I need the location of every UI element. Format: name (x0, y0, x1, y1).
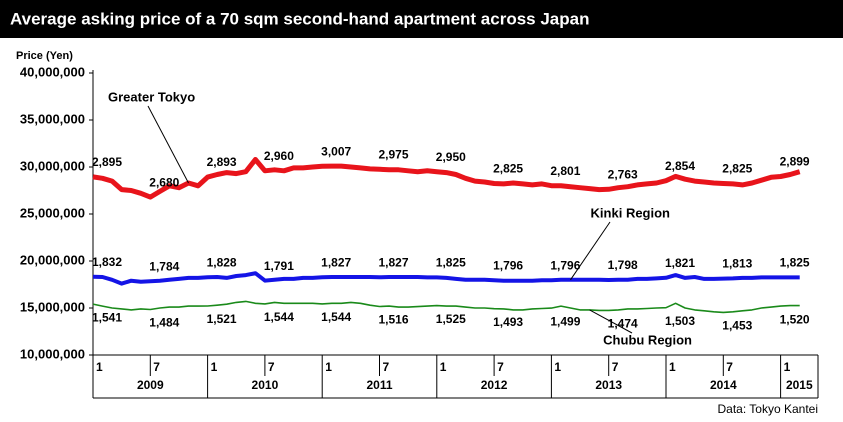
series-line (92, 157, 801, 200)
value-label: 1,791 (264, 259, 294, 273)
source-note: Data: Tokyo Kantei (717, 402, 818, 416)
value-label: 1,813 (722, 257, 752, 271)
value-label: 1,796 (550, 258, 580, 272)
value-label: 1,544 (321, 310, 351, 324)
value-label: 1,541 (92, 310, 122, 324)
x-tick-label: 7 (268, 360, 275, 374)
value-label: 2,950 (436, 150, 466, 164)
value-label: 1,825 (436, 256, 466, 270)
x-tick-label: 1 (669, 360, 676, 374)
year-label: 2015 (786, 378, 813, 392)
value-label: 2,825 (493, 162, 523, 176)
series-name: Greater Tokyo (108, 89, 195, 104)
callout-line (589, 309, 633, 334)
value-label: 1,493 (493, 315, 523, 329)
y-tick-label: 40,000,000 (20, 64, 85, 79)
x-tick-label: 7 (612, 360, 619, 374)
value-label: 1,832 (92, 255, 122, 269)
series-line (92, 271, 800, 286)
x-tick-label: 1 (554, 360, 561, 374)
x-tick-label: 7 (497, 360, 504, 374)
value-label: 2,895 (92, 155, 122, 169)
value-label: 1,827 (321, 255, 351, 269)
year-label: 2013 (595, 378, 622, 392)
y-tick-label: 20,000,000 (20, 252, 85, 267)
series-line (92, 300, 800, 314)
x-tick-label: 1 (784, 360, 791, 374)
y-tick-label: 10,000,000 (20, 346, 85, 361)
value-label: 1,828 (207, 255, 237, 269)
callout-line (147, 105, 189, 184)
value-label: 1,503 (665, 314, 695, 328)
value-label: 2,763 (608, 167, 638, 181)
year-label: 2011 (366, 378, 392, 392)
value-label: 2,960 (264, 149, 294, 163)
year-label: 2009 (137, 378, 164, 392)
value-label: 1,516 (378, 313, 408, 327)
value-label: 1,825 (780, 256, 810, 270)
y-tick-label: 25,000,000 (20, 205, 85, 220)
x-tick-label: 7 (153, 360, 160, 374)
y-tick-label: 15,000,000 (20, 299, 85, 314)
value-label: 1,525 (436, 312, 466, 326)
year-label: 2010 (252, 378, 279, 392)
series-name: Chubu Region (603, 332, 692, 347)
value-label: 1,827 (378, 255, 408, 269)
value-label: 1,544 (264, 310, 294, 324)
value-label: 1,798 (608, 258, 638, 272)
x-tick-label: 1 (211, 360, 218, 374)
year-label: 2014 (710, 378, 737, 392)
value-label: 2,975 (378, 148, 408, 162)
y-tick-label: 30,000,000 (20, 158, 85, 173)
callout-line (570, 221, 611, 281)
value-label: 2,680 (149, 175, 179, 189)
value-label: 1,796 (493, 258, 523, 272)
value-label: 1,521 (207, 312, 237, 326)
x-tick-label: 1 (96, 360, 103, 374)
x-tick-label: 7 (383, 360, 390, 374)
value-label: 1,484 (149, 316, 179, 330)
value-label: 1,784 (149, 259, 179, 273)
x-tick-label: 1 (440, 360, 447, 374)
value-label: 1,453 (722, 319, 752, 333)
x-tick-label: 1 (325, 360, 332, 374)
value-label: 2,899 (780, 155, 810, 169)
year-label: 2012 (481, 378, 508, 392)
value-label: 3,007 (321, 145, 351, 159)
chart-title: Average asking price of a 70 sqm second-… (10, 9, 589, 28)
value-label: 2,801 (550, 164, 580, 178)
title-bar (0, 0, 843, 38)
series-name: Kinki Region (591, 205, 671, 220)
y-axis-label: Price (Yen) (16, 50, 73, 62)
value-label: 1,520 (780, 312, 810, 326)
value-label: 2,854 (665, 159, 695, 173)
value-label: 2,893 (207, 155, 237, 169)
y-tick-label: 35,000,000 (20, 111, 85, 126)
x-tick-label: 7 (726, 360, 733, 374)
value-label: 1,499 (550, 314, 580, 328)
value-label: 1,474 (608, 317, 638, 331)
value-label: 2,825 (722, 162, 752, 176)
value-label: 1,821 (665, 256, 695, 270)
